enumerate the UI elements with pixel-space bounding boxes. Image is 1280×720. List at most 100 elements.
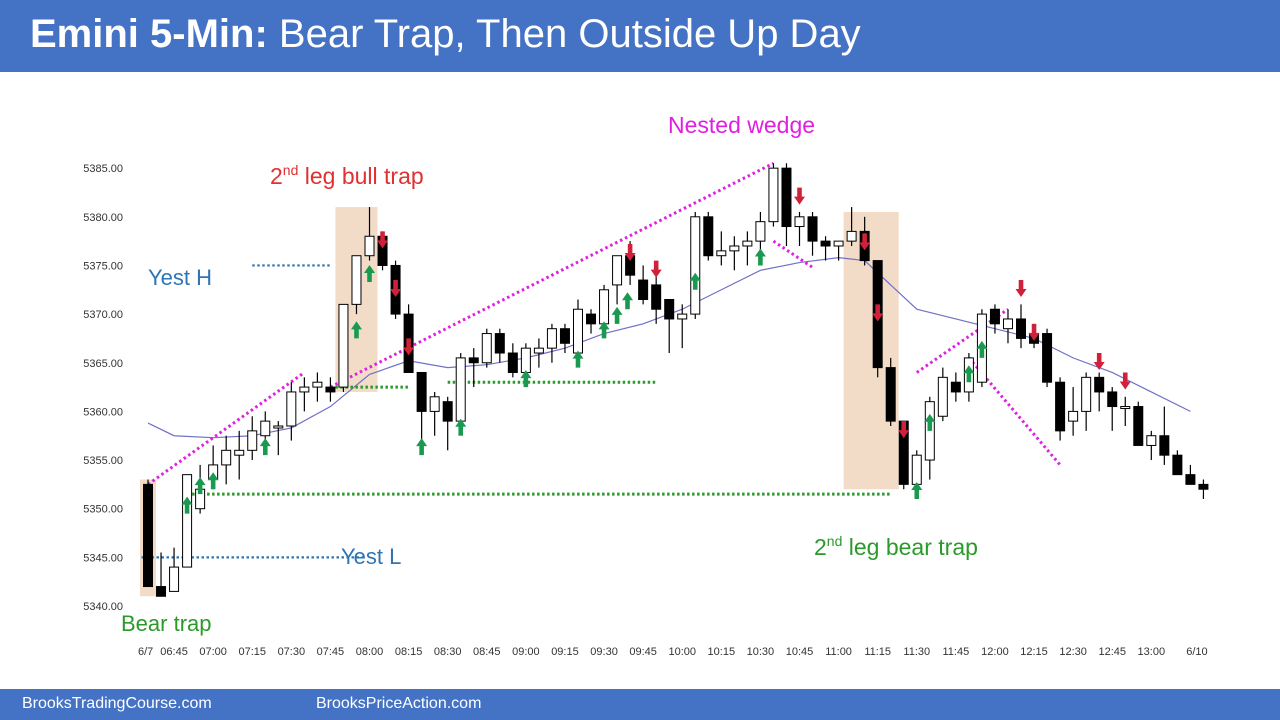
candle-0	[143, 479, 153, 588]
x-tick-label: 07:15	[238, 646, 266, 658]
x-tick-label: 12:45	[1098, 646, 1126, 658]
down-arrow-icon-0	[377, 231, 389, 249]
title-rest: Bear Trap, Then Outside Up Day	[278, 12, 861, 56]
candle-36	[612, 255, 623, 305]
x-tick-label: 12:15	[1020, 646, 1048, 658]
x-tick-label: 12:00	[981, 646, 1009, 658]
up-arrow-icon-1	[194, 477, 206, 495]
down-arrow-icon-7	[872, 304, 884, 322]
up-arrow-icon-11	[611, 306, 623, 324]
candle-38	[638, 265, 649, 305]
x-tick-label: 09:15	[551, 646, 579, 658]
candle-1	[156, 552, 167, 597]
candle-46	[742, 231, 753, 266]
x-tick-label: 10:15	[708, 646, 736, 658]
x-axis: 6/7 06:45 07:00 07:15 07:30 07:45 08:00 08:15 08…	[138, 646, 1208, 658]
candle-39	[651, 275, 662, 324]
candle-62	[950, 372, 961, 402]
candle-21	[416, 371, 427, 441]
candle-54	[846, 207, 857, 246]
up-arrow-icon-2	[207, 472, 219, 490]
x-tick-label: 08:00	[356, 646, 384, 658]
candle-8	[247, 416, 258, 461]
candle-79	[1172, 450, 1183, 476]
footer-left-link[interactable]: BrooksTradingCourse.com	[22, 695, 212, 712]
y-tick-label: 5355.00	[83, 455, 123, 467]
candle-32	[559, 323, 570, 354]
y-tick-label: 5370.00	[83, 309, 123, 321]
x-tick-label: 09:00	[512, 646, 540, 658]
candle-44	[716, 231, 727, 266]
candle-41	[677, 304, 688, 349]
down-arrow-icon-12	[1119, 372, 1131, 390]
candle-69	[1042, 328, 1053, 388]
candle-75	[1120, 396, 1131, 426]
candle-81	[1198, 479, 1209, 499]
up-arrow-icon-16	[924, 413, 936, 431]
candle-66	[1002, 309, 1013, 344]
signal-arrows	[181, 187, 1131, 514]
candle-76	[1133, 401, 1144, 446]
candlestick-chart: 5340.00 5345.00 5350.00 5355.00 5360.00 5365.…	[83, 112, 1209, 658]
candle-26	[481, 328, 492, 368]
up-arrow-icon-4	[350, 321, 362, 339]
candle-2	[169, 547, 180, 592]
wedge-line-2	[772, 239, 814, 269]
down-arrow-icon-9	[1015, 280, 1027, 298]
x-tick-label: 6/10	[1186, 646, 1207, 658]
footer-right-link[interactable]: BrooksPriceAction.com	[316, 695, 482, 712]
candle-43	[703, 211, 714, 261]
down-arrow-icon-3	[624, 244, 636, 262]
candle-50	[794, 211, 805, 246]
up-arrow-icon-18	[976, 340, 988, 358]
x-tick-label: 10:30	[747, 646, 775, 658]
down-arrow-icon-2	[403, 338, 415, 356]
candle-6	[221, 435, 232, 485]
x-tick-label: 11:15	[864, 646, 891, 658]
down-arrow-icon-10	[1028, 323, 1040, 341]
y-tick-label: 5340.00	[83, 601, 123, 613]
candle-3	[182, 474, 193, 568]
candle-52	[820, 236, 831, 261]
candles	[143, 163, 1209, 597]
x-tick-label: 08:15	[395, 646, 423, 658]
up-arrow-icon-12	[622, 292, 634, 310]
up-arrow-icon-9	[572, 350, 584, 368]
annotation-second-leg-bear-trap: 2nd leg bear trap	[814, 533, 978, 560]
annotation-bear-trap: Bear trap	[121, 611, 212, 636]
footer-bar: BrooksTradingCourse.com BrooksPriceActio…	[0, 689, 1280, 720]
candle-77	[1146, 430, 1157, 461]
x-tick-label: 6/7	[138, 646, 153, 658]
y-axis: 5340.00 5345.00 5350.00 5355.00 5360.00 5365.…	[83, 163, 123, 613]
candle-16	[351, 255, 362, 315]
candle-60	[924, 396, 935, 480]
annotation-yest-l: Yest L	[341, 544, 401, 569]
annotation-second-leg-bull-trap: 2nd leg bull trap	[270, 162, 424, 189]
candle-22	[429, 391, 440, 436]
up-arrow-icon-5	[364, 264, 376, 282]
x-tick-label: 06:45	[160, 646, 188, 658]
up-arrow-icon-8	[520, 370, 532, 388]
annotation-nested-wedge: Nested wedge	[668, 112, 815, 138]
level-lines	[141, 264, 891, 559]
wedge-line-3	[915, 308, 1009, 374]
up-arrow-icon-7	[455, 418, 467, 436]
x-tick-label: 11:30	[903, 646, 930, 658]
candle-11	[286, 382, 297, 441]
slide-title: Emini 5-Min: Bear Trap, Then Outside Up …	[30, 12, 861, 57]
y-tick-label: 5380.00	[83, 212, 123, 224]
title-bold: Emini 5-Min:	[30, 12, 268, 56]
up-arrow-icon-10	[598, 321, 610, 339]
candle-71	[1068, 387, 1079, 436]
candle-53	[833, 240, 844, 261]
candle-65	[989, 304, 1000, 334]
candle-72	[1081, 372, 1092, 431]
candle-51	[807, 211, 818, 256]
candle-23	[442, 396, 453, 451]
wedge-line-0	[147, 371, 306, 486]
x-tick-label: 07:45	[317, 646, 345, 658]
candle-57	[885, 357, 896, 426]
up-arrow-icon-13	[689, 272, 701, 290]
x-tick-label: 10:45	[786, 646, 814, 658]
down-arrow-icon-4	[650, 260, 662, 278]
